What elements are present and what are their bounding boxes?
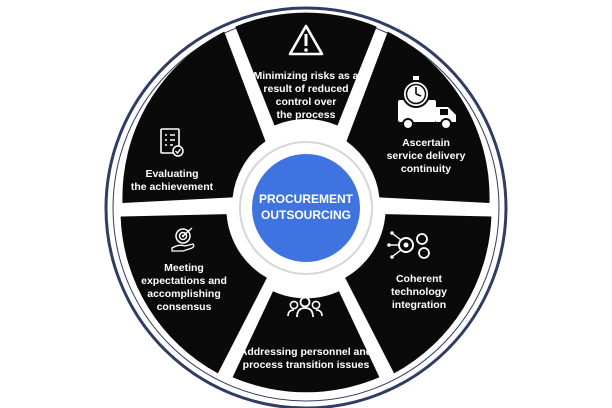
warning-icon <box>288 24 324 56</box>
segment-label-top-left: Evaluating the achievement <box>131 168 214 193</box>
segment-top-right-line-3: continuity <box>401 163 451 175</box>
segment-top-right-line-1: Ascertain <box>402 137 450 149</box>
segment-label-bottom: Addressing personnel and process transit… <box>240 346 372 371</box>
segment-label-bottom-left: Meeting expectations and accomplishing c… <box>141 262 227 313</box>
segment-label-top-right: Ascertain service delivery continuity <box>387 137 466 175</box>
segment-bottom-right-line-2: technology <box>391 286 447 298</box>
segment-top-line-2: result of reduced <box>263 83 348 95</box>
people-group-icon <box>287 296 323 318</box>
segment-bottom-left-line-2: expectations and <box>141 275 227 287</box>
segment-bottom-line-2: process transition issues <box>243 359 370 371</box>
segment-bottom-right-line-3: integration <box>392 299 446 311</box>
segment-label-bottom-right: Coherent technology integration <box>391 273 447 311</box>
segment-top-line-4: the process <box>277 109 336 121</box>
segment-bottom-left-line-4: consensus <box>157 301 212 313</box>
segment-bottom-line-1: Addressing personnel and <box>240 346 372 358</box>
technology-gears-icon <box>387 231 430 259</box>
segment-top-line-3: control over <box>276 96 337 108</box>
hub-circle <box>252 154 360 262</box>
segment-bottom-left-line-1: Meeting <box>164 262 204 274</box>
hub-label-line-2: OUTSOURCING <box>261 208 351 222</box>
segment-top <box>235 12 377 126</box>
segment-bottom <box>232 291 380 393</box>
segment-bottom-left-line-3: accomplishing <box>147 288 221 300</box>
segment-top-left-line-2: the achievement <box>131 181 214 193</box>
segment-top-left-line-1: Evaluating <box>145 168 198 180</box>
segment-bottom-right <box>345 214 492 374</box>
segment-top-right-line-2: service delivery <box>387 150 466 162</box>
target-hand-icon <box>171 227 195 252</box>
checklist-icon <box>160 128 184 157</box>
segment-top-left <box>122 31 266 203</box>
segment-label-top: Minimizing risks as a result of reduced … <box>253 70 358 121</box>
hub-label-line-1: PROCUREMENT <box>259 192 354 206</box>
segment-bottom-right-line-1: Coherent <box>396 273 443 285</box>
hub-ring-outline <box>239 141 373 275</box>
segment-bottom-left <box>120 214 267 374</box>
delivery-truck-clock-icon <box>398 76 456 130</box>
segment-top-line-1: Minimizing risks as a <box>253 70 358 82</box>
